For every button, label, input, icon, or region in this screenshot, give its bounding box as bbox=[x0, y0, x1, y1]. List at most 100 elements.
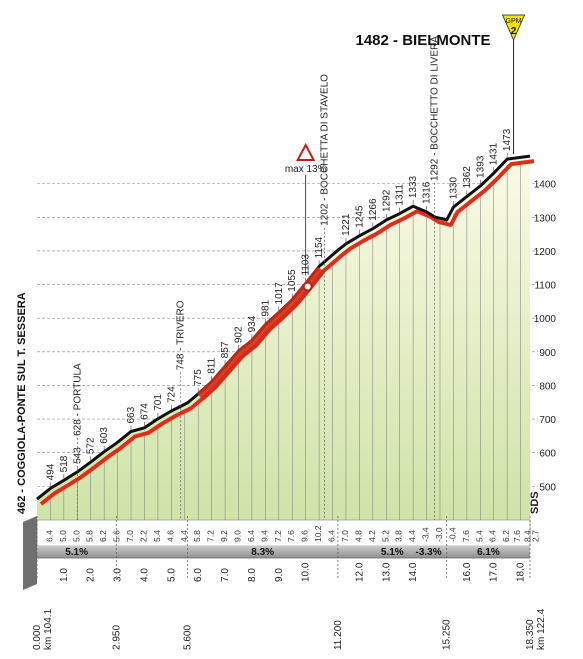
gradient-value: 6.4 bbox=[44, 530, 54, 542]
x-tick-label: 14.0 bbox=[408, 562, 419, 582]
elevation-label: 494 bbox=[45, 463, 56, 480]
gradient-value: 7.6 bbox=[286, 530, 296, 542]
elevation-label: 902 bbox=[233, 326, 244, 343]
gradient-value: 6.2 bbox=[98, 530, 108, 542]
elevation-label: 1017 bbox=[274, 282, 285, 305]
elevation-label: 1333 bbox=[408, 175, 419, 198]
elevation-label: 1473 bbox=[502, 128, 513, 151]
gradient-value: 9.0 bbox=[232, 530, 242, 542]
y-tick-label: 700 bbox=[539, 415, 556, 426]
base-strip bbox=[23, 516, 531, 590]
elevation-label: 724 bbox=[166, 386, 177, 403]
gradient-value: 5.0 bbox=[58, 530, 68, 542]
elevation-label: 663 bbox=[126, 406, 137, 423]
gradient-value: 5.0 bbox=[71, 530, 81, 542]
elevation-label: 1055 bbox=[287, 269, 298, 292]
gradient-value: 6.4 bbox=[327, 530, 337, 542]
gradient-value: 4.2 bbox=[367, 530, 377, 542]
x-tick-label: 7.0 bbox=[220, 568, 231, 582]
elevation-label: 603 bbox=[99, 427, 110, 444]
max-gradient-warning-icon bbox=[295, 142, 316, 161]
km-mark-label: 5.600 bbox=[182, 625, 193, 650]
km-mark-label: km 122.4 bbox=[536, 608, 547, 650]
profile-area bbox=[37, 156, 530, 520]
elevation-label: 934 bbox=[247, 315, 258, 332]
gradient-value: 7.2 bbox=[206, 530, 216, 542]
x-tick-label: 2.0 bbox=[86, 568, 97, 582]
gradient-value: 4.4 bbox=[179, 530, 189, 542]
elevation-label: 857 bbox=[220, 341, 231, 358]
elevation-label: 1311 bbox=[395, 184, 406, 206]
average-gradient: 6.1% bbox=[477, 547, 500, 558]
elevation-label: 981 bbox=[260, 299, 271, 316]
gradient-value: 8.4 bbox=[523, 530, 533, 542]
gradient-value: 7.2 bbox=[273, 530, 283, 542]
start-label: 462 - COGGIOLA-PONTE SUL T. SESSERA bbox=[16, 292, 28, 514]
gradient-value: 5.8 bbox=[85, 530, 95, 542]
gradient-value: 2.7 bbox=[531, 530, 541, 542]
y-tick-label: 1200 bbox=[534, 247, 557, 258]
x-tick-label: 5.0 bbox=[166, 568, 177, 582]
average-gradient: 8.3% bbox=[251, 547, 274, 558]
elevation-label: 674 bbox=[139, 403, 150, 420]
gradient-value: -0.4 bbox=[447, 527, 457, 542]
gradient-value: 4.4 bbox=[407, 530, 417, 542]
sds-label: SDS bbox=[529, 491, 541, 514]
y-tick-label: 800 bbox=[539, 381, 556, 392]
km-mark-label: km 104.1 bbox=[43, 608, 54, 650]
gradient-value: 3.8 bbox=[394, 530, 404, 542]
x-tick-label: 10.0 bbox=[301, 562, 312, 582]
x-tick-label: 13.0 bbox=[381, 562, 392, 582]
elevation-label: 1431 bbox=[489, 143, 500, 166]
x-tick-label: 17.0 bbox=[489, 562, 500, 582]
elevation-label: 1266 bbox=[368, 198, 379, 221]
gradient-value: 7.0 bbox=[125, 530, 135, 542]
km-mark-label: 15.250 bbox=[442, 619, 453, 650]
km-mark-label: 0.000 bbox=[32, 625, 43, 650]
gpm-badge-number: 2 bbox=[511, 26, 517, 37]
gradient-value: 9.4 bbox=[259, 530, 269, 542]
gradient-value: 5.8 bbox=[192, 530, 202, 542]
elevation-label: 775 bbox=[193, 369, 204, 386]
base-side bbox=[23, 516, 37, 590]
gradient-value: 4.6 bbox=[165, 530, 175, 542]
average-gradient: -3.3% bbox=[416, 547, 442, 558]
gradient-value: 6.2 bbox=[501, 530, 511, 542]
elevation-label: 811 bbox=[207, 357, 218, 373]
profile-fill bbox=[37, 156, 530, 520]
checkpoint-label: 628 - PORTULA bbox=[72, 363, 83, 436]
gradient-strip bbox=[36, 519, 531, 547]
finish-label: 1482 - BIELMONTE bbox=[356, 32, 491, 49]
gradient-value: 6.4 bbox=[246, 530, 256, 542]
elevation-label: 572 bbox=[86, 437, 97, 454]
gradient-value: 7.6 bbox=[512, 530, 522, 542]
km-mark-label: 2.950 bbox=[111, 625, 122, 650]
checkpoint-label: 1292 - BOCCHETTO DI LIVERA bbox=[430, 36, 441, 181]
elevation-label: 1330 bbox=[448, 176, 459, 199]
average-gradient: 5.1% bbox=[381, 547, 404, 558]
gradient-value: 5.4 bbox=[474, 530, 484, 542]
y-tick-label: 900 bbox=[539, 348, 556, 359]
gradient-value: 4.8 bbox=[353, 530, 363, 542]
gradient-value: 5.6 bbox=[112, 530, 122, 542]
elevation-label: 518 bbox=[59, 455, 70, 472]
gradient-value: 7.6 bbox=[461, 530, 471, 542]
elevation-label: 1292 bbox=[381, 189, 392, 212]
x-tick-label: 18.0 bbox=[516, 562, 527, 582]
gpm-badge-text: GPM bbox=[506, 18, 522, 25]
x-tick-label: 16.0 bbox=[462, 562, 473, 582]
km-mark-label: 18.350 bbox=[525, 619, 536, 650]
x-tick-label: 8.0 bbox=[247, 568, 258, 582]
x-tick-label: 3.0 bbox=[113, 568, 124, 582]
average-gradient: 5.1% bbox=[65, 547, 88, 558]
gradient-value: 5.2 bbox=[380, 530, 390, 542]
elevation-label: 1245 bbox=[354, 205, 365, 228]
elevation-label: 1362 bbox=[462, 166, 473, 189]
y-tick-label: 1300 bbox=[534, 213, 557, 224]
gradient-value: 9.2 bbox=[219, 530, 229, 542]
elevation-label: 701 bbox=[153, 394, 164, 411]
gradient-value: 5.4 bbox=[152, 530, 162, 542]
gradient-value: 9.6 bbox=[300, 530, 310, 542]
km-mark-label: 11.200 bbox=[333, 620, 344, 650]
